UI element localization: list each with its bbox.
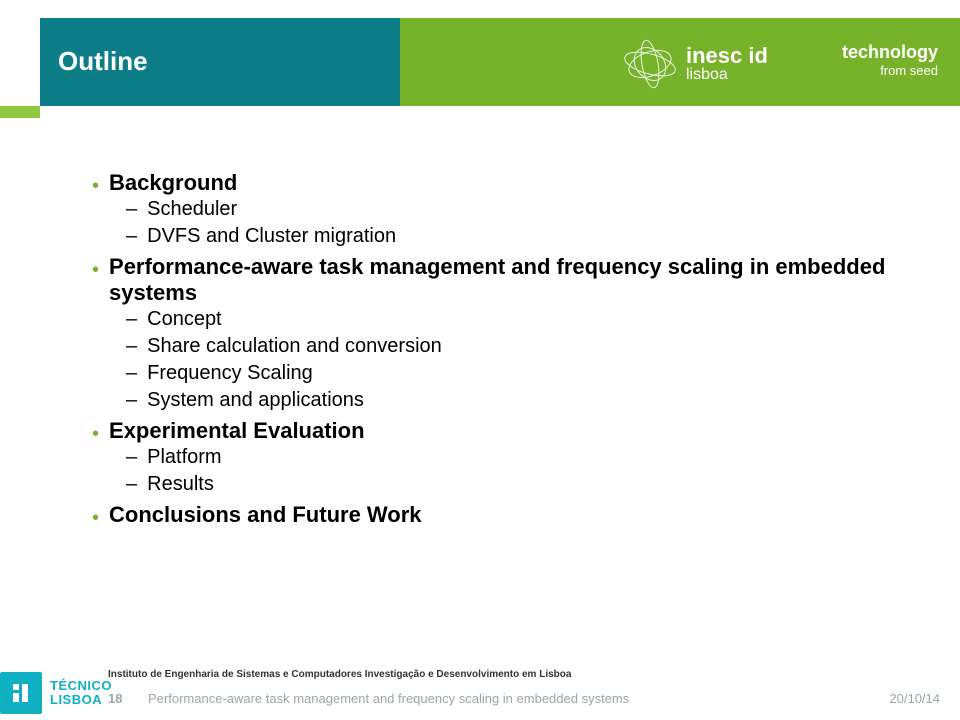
list-subitem: –Frequency Scaling — [126, 362, 900, 385]
corner-bottom: from seed — [842, 63, 938, 78]
subitem-label: Concept — [147, 308, 222, 331]
header-band: Outline inesc id lisboa technology — [40, 18, 960, 106]
subitem-label: Frequency Scaling — [147, 362, 313, 385]
tecnico-square-icon — [0, 672, 42, 714]
dash-icon: – — [126, 446, 137, 469]
item-label: Experimental Evaluation — [109, 418, 365, 444]
item-label: Conclusions and Future Work — [109, 502, 422, 528]
list-item: • Performance-aware task management and f… — [92, 254, 900, 412]
subitem-label: Share calculation and conversion — [147, 335, 442, 358]
list-item: • Background –Scheduler –DVFS and Cluster… — [92, 170, 900, 248]
corner-top: technology — [842, 42, 938, 63]
bullet-icon: • — [92, 508, 99, 528]
corner-tagline: technology from seed — [842, 42, 938, 78]
tecnico-logo: TÉCNICO LISBOA — [0, 672, 112, 714]
outline-list: •Background –Scheduler –DVFS and Cluster… — [92, 170, 900, 528]
content-area: •Background –Scheduler –DVFS and Cluster… — [92, 170, 900, 534]
logo-text-bottom: lisboa — [686, 67, 768, 83]
subitem-label: Results — [147, 473, 214, 496]
list-item: • Conclusions and Future Work — [92, 502, 900, 528]
list-item: • Experimental Evaluation –Platform –Resu… — [92, 418, 900, 496]
list-subitem: –Scheduler — [126, 198, 900, 221]
subitem-label: Platform — [147, 446, 221, 469]
item-label: Background — [109, 170, 237, 196]
page-title: Outline — [58, 46, 148, 77]
dash-icon: – — [126, 362, 137, 385]
bullet-icon: • — [92, 424, 99, 444]
slide: Outline inesc id lisboa technology — [0, 0, 960, 720]
subitem-label: DVFS and Cluster migration — [147, 225, 396, 248]
dash-icon: – — [126, 389, 137, 412]
tecnico-line1: TÉCNICO — [50, 679, 112, 693]
swirl-icon — [620, 37, 680, 91]
footer-row: 18 Performance-aware task management and… — [108, 691, 940, 706]
institute-line: Instituto de Engenharia de Sistemas e Co… — [108, 669, 571, 680]
subitem-label: Scheduler — [147, 198, 237, 221]
tecnico-line2: LISBOA — [50, 693, 112, 707]
dash-icon: – — [126, 335, 137, 358]
logo-text-top: inesc id — [686, 45, 768, 67]
dash-icon: – — [126, 225, 137, 248]
accent-stripe — [0, 106, 40, 118]
page-number: 18 — [108, 691, 148, 706]
inesc-logo: inesc id lisboa — [620, 34, 800, 94]
dash-icon: – — [126, 308, 137, 331]
list-subitem: –Results — [126, 473, 900, 496]
list-subitem: –DVFS and Cluster migration — [126, 225, 900, 248]
list-subitem: –Platform — [126, 446, 900, 469]
bullet-icon: • — [92, 176, 99, 196]
footer: TÉCNICO LISBOA Instituto de Engenharia d… — [0, 640, 960, 720]
presentation-title: Performance-aware task management and fr… — [148, 691, 889, 706]
bullet-icon: • — [92, 260, 99, 280]
subitem-label: System and applications — [147, 389, 364, 412]
dash-icon: – — [126, 473, 137, 496]
footer-date: 20/10/14 — [889, 691, 940, 706]
list-subitem: –System and applications — [126, 389, 900, 412]
tecnico-text: TÉCNICO LISBOA — [50, 679, 112, 706]
list-subitem: –Share calculation and conversion — [126, 335, 900, 358]
item-label: Performance-aware task management and fr… — [109, 254, 900, 306]
dash-icon: – — [126, 198, 137, 221]
list-subitem: –Concept — [126, 308, 900, 331]
inesc-logo-text: inesc id lisboa — [686, 45, 768, 83]
